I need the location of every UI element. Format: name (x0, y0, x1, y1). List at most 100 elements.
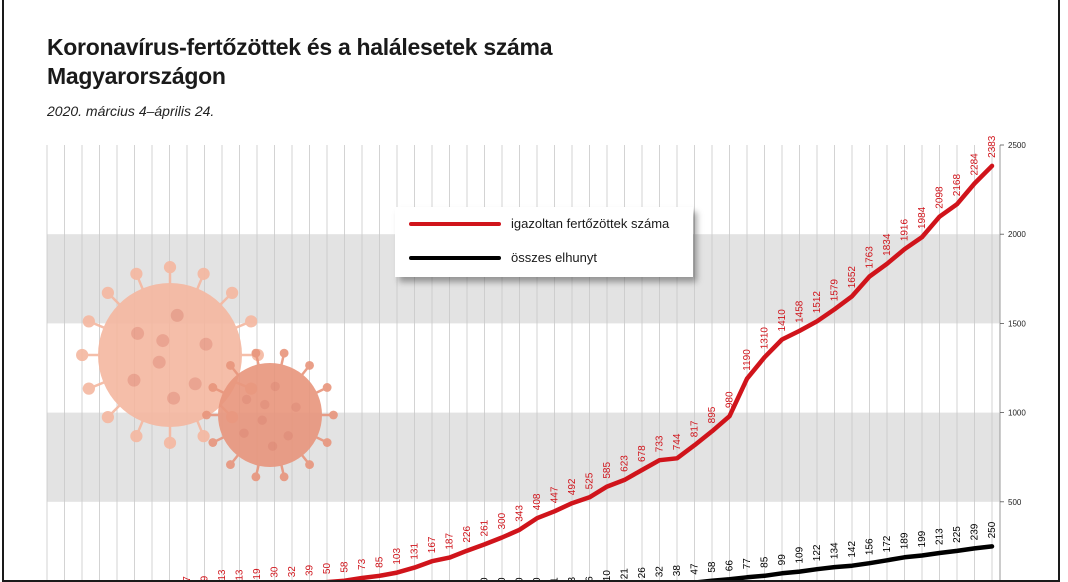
data-label-deaths: 172 (882, 535, 893, 552)
data-label-deaths: 109 (795, 546, 806, 563)
data-label-infected: 131 (410, 543, 421, 560)
virus-spike-tip (101, 286, 115, 300)
virus-spike-tip (322, 438, 332, 447)
grid-band-1 (47, 412, 1000, 502)
virus-dot (188, 377, 202, 391)
data-label-infected: 300 (497, 512, 508, 529)
data-label-infected: 226 (462, 526, 473, 543)
legend-item-deaths: összes elhunyt (409, 250, 689, 266)
data-label-deaths: 189 (900, 532, 911, 549)
legend-swatch-deaths (409, 256, 501, 260)
data-label-infected: 744 (672, 433, 683, 450)
data-label-infected: 9 (200, 575, 211, 580)
virus-spike-tip (279, 472, 289, 482)
data-label-infected: 980 (725, 391, 736, 408)
series-line-deaths (697, 544, 995, 580)
legend-swatch-infected (409, 222, 501, 226)
virus-dot (241, 394, 252, 405)
data-label-deaths: 250 (987, 521, 998, 538)
data-label-deaths: 32 (655, 566, 666, 578)
coronavirus-illustration-small (202, 348, 338, 482)
data-label-deaths: 156 (865, 538, 876, 555)
data-label-infected: 85 (375, 556, 386, 568)
y-tick-label: 2500 (1008, 141, 1026, 150)
chart-subtitle: 2020. március 4–április 24. (47, 103, 215, 119)
data-label-infected: 1916 (900, 219, 911, 242)
virus-spike-tip (82, 382, 95, 395)
data-label-infected: 7 (182, 576, 193, 580)
chart-title: Koronavírus-fertőzöttek és a halálesetek… (47, 33, 747, 91)
data-label-infected: 1410 (777, 309, 788, 332)
virus-spike-tip (251, 472, 261, 482)
virus-dot (199, 337, 213, 351)
data-label-deaths: 0 (515, 577, 526, 580)
y-tick-label: 1000 (1008, 409, 1026, 418)
virus-spike-tip (163, 436, 177, 449)
series-line-infected (325, 163, 995, 580)
data-label-deaths: 38 (672, 565, 683, 577)
virus-spike-tip (305, 360, 314, 370)
data-label-deaths: 0 (480, 577, 491, 580)
virus-spike-tip (305, 460, 314, 470)
data-label-deaths: 66 (725, 560, 736, 572)
title-line-1: Koronavírus-fertőzöttek és a halálesetek… (47, 34, 553, 60)
legend-item-infected: igazoltan fertőzöttek száma (409, 216, 689, 232)
data-label-infected: 1834 (882, 233, 893, 256)
data-label-infected: 1652 (847, 266, 858, 289)
data-label-infected: 2098 (935, 186, 946, 209)
data-label-deaths: 3 (567, 576, 578, 580)
series-lines (325, 163, 995, 580)
data-label-infected: 1984 (917, 206, 928, 229)
virus-spike-tip (130, 267, 143, 280)
virus-spike-tip (245, 315, 258, 328)
virus-dot (156, 334, 170, 348)
y-tick-label: 500 (1008, 498, 1022, 507)
data-label-infected: 30 (270, 566, 281, 578)
data-label-infected: 13 (217, 569, 228, 580)
data-labels: 7 9 13 13 19 30 32 39 50 58 73 85 103 131 167 187 226 261… (182, 135, 998, 580)
data-label-deaths: 6 (585, 576, 596, 580)
data-label-infected: 623 (620, 455, 631, 472)
data-label-infected: 1579 (830, 279, 841, 302)
data-label-infected: 39 (305, 564, 316, 576)
virus-dot (170, 308, 184, 322)
virus-dot (260, 399, 270, 410)
data-label-infected: 525 (585, 472, 596, 489)
data-label-deaths: 213 (935, 528, 946, 545)
data-label-deaths: 199 (917, 530, 928, 547)
data-label-infected: 167 (427, 536, 438, 553)
data-label-infected: 1310 (760, 327, 771, 350)
data-label-infected: 13 (235, 569, 246, 580)
virus-dot (270, 381, 280, 392)
data-label-deaths: 0 (532, 577, 543, 580)
data-label-deaths: 21 (620, 568, 631, 580)
virus-spike-tip (197, 430, 210, 443)
virus-spike-tip (208, 383, 218, 392)
virus-spike-tip (251, 348, 261, 358)
data-label-infected: 1458 (795, 300, 806, 323)
virus-spike-tip (202, 410, 211, 420)
data-label-deaths: 47 (690, 563, 701, 575)
virus-dot (283, 431, 293, 441)
virus-body (98, 283, 242, 427)
virus-spike-tip (225, 286, 239, 300)
data-label-deaths: 85 (760, 556, 771, 568)
data-label-infected: 408 (532, 493, 543, 510)
data-label-infected: 678 (637, 445, 648, 462)
virus-spike-tip (101, 410, 115, 424)
data-label-deaths: 225 (952, 526, 963, 543)
data-label-infected: 261 (480, 519, 491, 536)
virus-spike-tip (197, 267, 210, 280)
y-tick-label: 1500 (1008, 319, 1026, 328)
virus-dot (127, 373, 141, 387)
virus-body (218, 363, 322, 467)
data-label-deaths: 239 (970, 523, 981, 540)
data-label-infected: 492 (567, 478, 578, 495)
data-label-deaths: 26 (637, 567, 648, 579)
data-label-infected: 32 (287, 566, 298, 578)
virus-spike-tip (208, 438, 218, 447)
data-label-infected: 50 (322, 563, 333, 575)
data-label-deaths: 1 (550, 577, 561, 580)
virus-dot (152, 355, 166, 369)
data-label-infected: 2284 (970, 153, 981, 176)
